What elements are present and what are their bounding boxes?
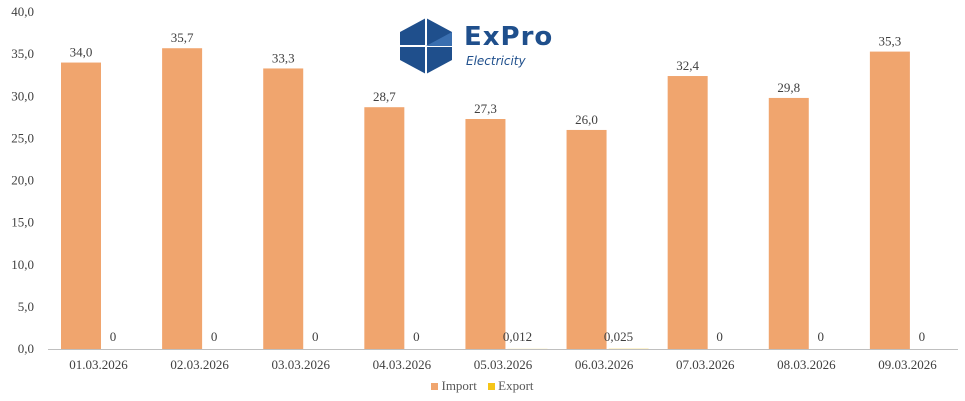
- x-tick-label: 08.03.2026: [777, 357, 836, 372]
- x-tick-label: 09.03.2026: [878, 357, 937, 372]
- data-label-import: 29,8: [777, 80, 800, 95]
- data-label-import: 35,7: [171, 30, 194, 45]
- bar-import: [263, 68, 304, 349]
- x-tick-label: 05.03.2026: [474, 357, 533, 372]
- logo-cube-icon: [400, 18, 452, 74]
- y-tick-label: 35,0: [11, 46, 34, 61]
- bar-import: [61, 62, 101, 350]
- data-label-export: 0: [818, 329, 825, 344]
- bar-import: [364, 107, 405, 349]
- data-labels: 34,0 0 35,7 0 33,3 0 28,7 0 27,3 0,012 26,0 0,025 32…: [70, 30, 926, 344]
- legend-item-import: Import: [431, 378, 477, 394]
- y-tick-label: 15,0: [11, 215, 34, 230]
- data-label-import: 28,7: [373, 89, 396, 104]
- bar-import: [162, 48, 203, 349]
- x-tick-label: 06.03.2026: [575, 357, 634, 372]
- bar-import: [768, 97, 809, 349]
- data-label-export: 0: [919, 329, 926, 344]
- data-label-import: 27,3: [474, 101, 497, 116]
- bar-import: [566, 129, 607, 349]
- data-label-export: 0: [312, 329, 319, 344]
- legend-swatch-export: [488, 382, 496, 390]
- data-label-export: 0: [716, 329, 723, 344]
- y-tick-label: 40,0: [11, 4, 34, 19]
- x-tick-label: 07.03.2026: [676, 357, 735, 372]
- x-tick-label: 02.03.2026: [170, 357, 229, 372]
- bar-import: [869, 51, 910, 349]
- data-label-import: 33,3: [272, 50, 295, 65]
- data-label-export: 0,025: [604, 329, 633, 344]
- data-label-import: 34,0: [70, 45, 93, 60]
- legend-label-export: Export: [498, 378, 534, 393]
- logo-wordmark: ExPro: [464, 22, 554, 52]
- data-label-export: 0: [413, 329, 420, 344]
- data-label-export: 0,012: [503, 329, 532, 344]
- x-axis-labels: 01.03.2026 02.03.2026 03.03.2026 04.03.2026…: [69, 357, 937, 372]
- y-tick-label: 20,0: [11, 173, 34, 188]
- bar-import: [465, 118, 506, 349]
- y-axis-labels: 0,0 5,0 10,0 15,0 20,0 25,0 30,0 35,0 40,0: [11, 4, 34, 356]
- legend-label-import: Import: [441, 378, 477, 393]
- logo-tagline: Electricity: [466, 54, 526, 68]
- data-label-import: 26,0: [575, 112, 598, 127]
- chart-legend: Import Export: [0, 378, 965, 394]
- y-tick-label: 25,0: [11, 130, 34, 145]
- y-tick-label: 30,0: [11, 88, 34, 103]
- x-tick-label: 03.03.2026: [272, 357, 331, 372]
- data-label-export: 0: [110, 329, 117, 344]
- data-label-export: 0: [211, 329, 218, 344]
- y-tick-label: 10,0: [11, 257, 34, 272]
- data-label-import: 35,3: [879, 34, 902, 49]
- bar-import: [667, 76, 708, 349]
- legend-swatch-import: [431, 382, 439, 390]
- y-tick-label: 0,0: [18, 341, 34, 356]
- legend-item-export: Export: [488, 378, 534, 394]
- brand-logo: ExPro Electricity: [396, 16, 566, 78]
- bars: [61, 48, 910, 350]
- x-tick-label: 04.03.2026: [373, 357, 432, 372]
- y-tick-label: 5,0: [18, 299, 34, 314]
- x-tick-label: 01.03.2026: [69, 357, 128, 372]
- data-label-import: 32,4: [676, 58, 699, 73]
